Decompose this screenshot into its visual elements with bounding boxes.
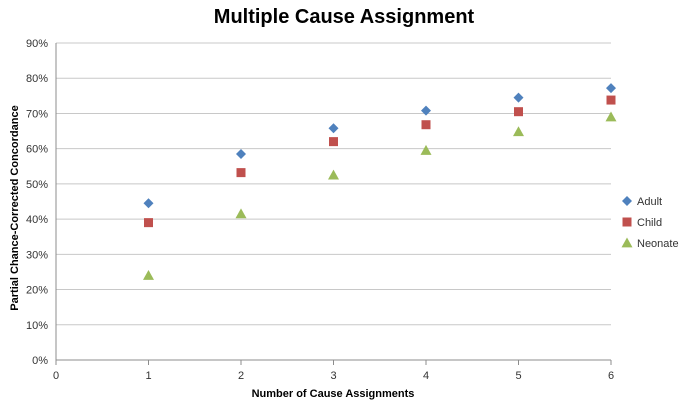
neonate-point xyxy=(328,169,339,180)
child-point xyxy=(421,120,431,130)
tick-labels: 0% 10% 20% 30% 40% 50% 60% 70% 80% 90% 0 1 2 3 4 5 6 xyxy=(26,38,614,382)
y-tick-label: 90% xyxy=(26,38,48,50)
adult-point xyxy=(513,92,524,103)
x-tick-label: 6 xyxy=(608,370,614,382)
legend-label-adult: Adult xyxy=(637,196,662,208)
legend-label-child: Child xyxy=(637,217,662,229)
legend-label-neonate: Neonate xyxy=(637,238,679,250)
y-tick-label: 60% xyxy=(26,144,48,156)
gridlines xyxy=(56,42,611,326)
legend-marker-adult xyxy=(622,196,632,206)
neonate-point xyxy=(235,208,247,219)
neonate-point xyxy=(420,144,432,155)
x-tick-label: 5 xyxy=(515,370,521,382)
child-point xyxy=(236,168,246,178)
adult-point xyxy=(421,105,431,116)
chart-title: Multiple Cause Assignment xyxy=(214,6,475,28)
y-tick-label: 20% xyxy=(26,285,48,297)
child-point xyxy=(606,95,616,105)
y-tick-label: 80% xyxy=(26,73,48,85)
child-point xyxy=(144,218,153,228)
neonate-point xyxy=(513,126,524,137)
neonate-point xyxy=(605,111,617,122)
neonate-point xyxy=(143,269,154,280)
x-tick-label: 3 xyxy=(330,370,336,382)
x-tick-label: 2 xyxy=(238,370,244,382)
adult-point xyxy=(143,198,154,209)
legend-marker-child xyxy=(622,217,632,227)
x-tick-label: 4 xyxy=(423,370,429,382)
axes xyxy=(55,43,612,365)
data-points xyxy=(143,83,617,280)
y-tick-label: 50% xyxy=(26,179,48,191)
y-axis-label: Partial Chance-Corrected Concordance xyxy=(9,105,21,310)
x-tick-label: 1 xyxy=(145,370,151,382)
y-tick-label: 0% xyxy=(32,355,48,367)
legend: Adult Child Neonate xyxy=(621,196,679,250)
child-point xyxy=(514,107,523,117)
y-tick-label: 40% xyxy=(26,214,48,226)
y-tick-label: 10% xyxy=(26,320,48,332)
x-tick-label: 0 xyxy=(53,370,59,382)
child-point xyxy=(329,137,338,147)
y-tick-label: 30% xyxy=(26,249,48,261)
adult-point xyxy=(606,83,616,94)
y-tick-label: 70% xyxy=(26,108,48,120)
legend-marker-neonate xyxy=(621,237,633,248)
adult-point xyxy=(236,148,246,159)
adult-point xyxy=(328,123,339,134)
x-axis-label: Number of Cause Assignments xyxy=(252,388,415,400)
